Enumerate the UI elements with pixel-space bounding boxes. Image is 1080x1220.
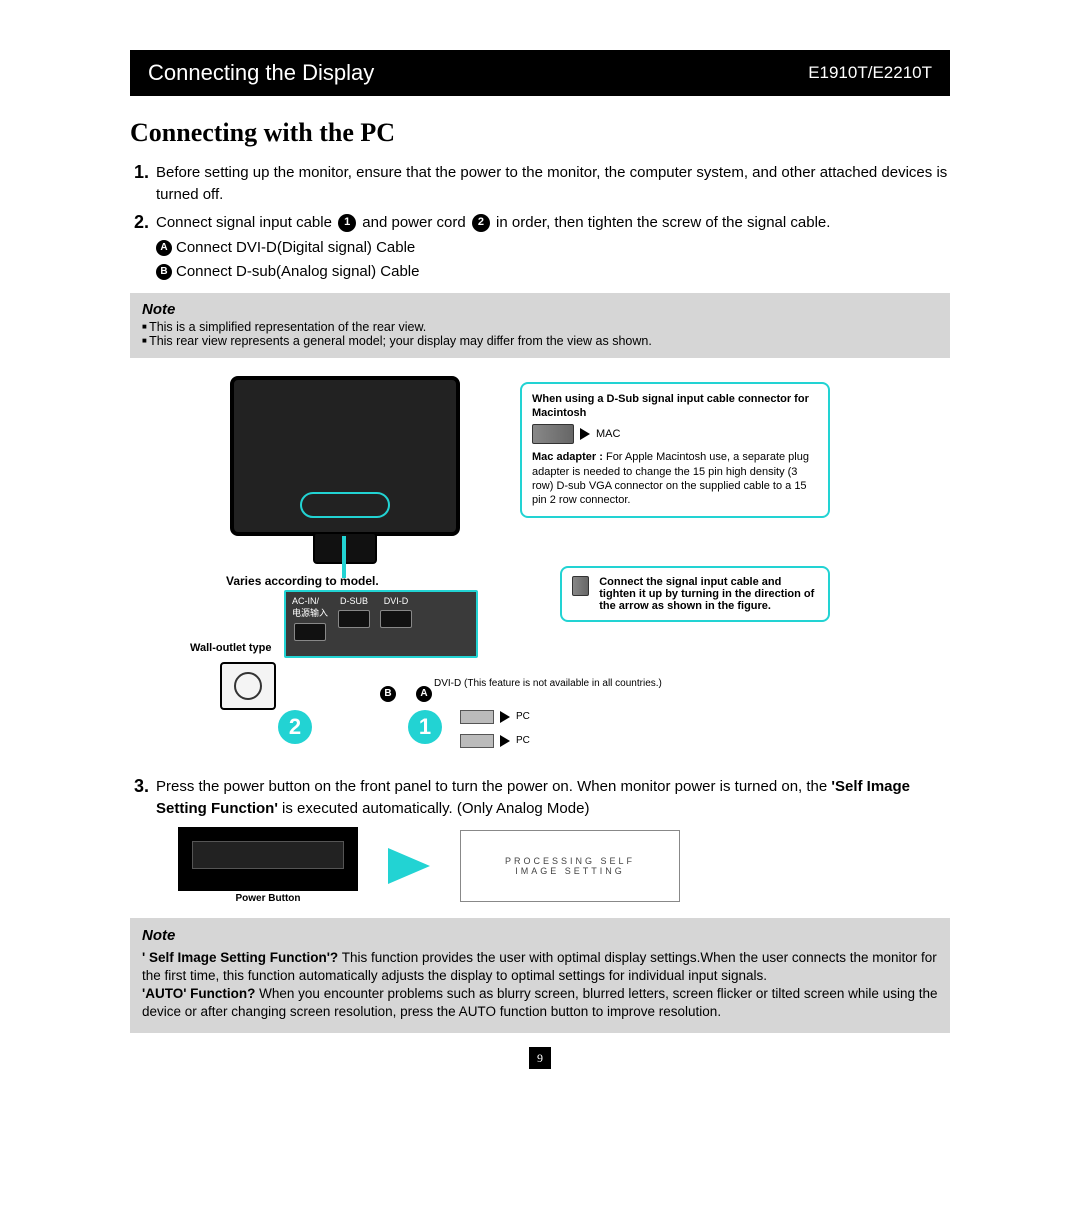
tighten-callout: Connect the signal input cable and tight… bbox=[560, 566, 830, 622]
dvid-label: DVI-D bbox=[384, 596, 409, 606]
step-body: Before setting up the monitor, ensure th… bbox=[156, 162, 950, 206]
note-item: This rear view represents a general mode… bbox=[142, 334, 938, 348]
processing-message-box: PROCESSING SELF IMAGE SETTING bbox=[460, 830, 680, 902]
text-bold: Mac adapter : bbox=[532, 451, 606, 463]
dvid-port-icon bbox=[380, 610, 412, 628]
connector-icon bbox=[572, 576, 589, 596]
mac-adapter-callout: When using a D-Sub signal input cable co… bbox=[520, 382, 830, 518]
step-3: 3. Press the power button on the front p… bbox=[134, 776, 950, 820]
pc-connector-row: PC bbox=[460, 734, 530, 748]
note2-q2-text: When you encounter problems such as blur… bbox=[142, 986, 937, 1019]
section-title: Connecting with the PC bbox=[130, 118, 950, 148]
step-list-continued: 3. Press the power button on the front p… bbox=[134, 776, 950, 820]
text: is executed automatically. (Only Analog … bbox=[278, 800, 590, 817]
text: Connect D-sub(Analog signal) Cable bbox=[176, 263, 419, 280]
step-list: 1. Before setting up the monitor, ensure… bbox=[134, 162, 950, 285]
page-number: 9 bbox=[529, 1047, 551, 1069]
power-button-label: Power Button bbox=[178, 893, 358, 904]
header-model: E1910T/E2210T bbox=[808, 63, 932, 83]
text: and power cord bbox=[362, 214, 465, 231]
connector-icon bbox=[460, 710, 494, 724]
note-title: Note bbox=[142, 926, 938, 946]
port-panel: AC-IN/电源输入 D-SUB DVI-D bbox=[284, 590, 478, 658]
acin-col: AC-IN/电源输入 bbox=[292, 596, 328, 652]
note-box-1: Note This is a simplified representation… bbox=[130, 293, 950, 358]
mac-label: MAC bbox=[596, 427, 620, 441]
badge-1-icon: 1 bbox=[338, 214, 356, 232]
pc-label: PC bbox=[516, 711, 530, 722]
step-number: 3. bbox=[134, 776, 156, 820]
cable-a: AConnect DVI-D(Digital signal) Cable bbox=[156, 237, 950, 259]
step-number: 1. bbox=[134, 162, 156, 206]
page-header: Connecting the Display E1910T/E2210T bbox=[130, 50, 950, 96]
dsub-port-icon bbox=[338, 610, 370, 628]
note-title: Note bbox=[142, 301, 938, 318]
note2-q2-bold: 'AUTO' Function? bbox=[142, 986, 255, 1001]
processing-line-2: IMAGE SETTING bbox=[515, 866, 625, 876]
text: Connect signal input cable bbox=[156, 214, 332, 231]
pc-label: PC bbox=[516, 735, 530, 746]
mac-callout-title: When using a D-Sub signal input cable co… bbox=[532, 392, 818, 421]
power-button-visual: Power Button PROCESSING SELF IMAGE SETTI… bbox=[178, 827, 950, 904]
arrow-right-icon bbox=[580, 428, 590, 440]
text: Press the power button on the front pane… bbox=[156, 778, 831, 795]
wall-outlet-icon bbox=[220, 662, 276, 710]
dvid-col: DVI-D bbox=[380, 596, 412, 652]
acin-label: AC-IN/电源输入 bbox=[292, 596, 328, 619]
note-list: This is a simplified representation of t… bbox=[142, 320, 938, 348]
arrow-right-icon bbox=[500, 711, 510, 723]
badge-2-large-icon: 2 bbox=[278, 710, 312, 744]
monitor-icon bbox=[230, 376, 460, 536]
dsub-label: D-SUB bbox=[340, 596, 368, 606]
badge-a-icon: A bbox=[156, 240, 172, 256]
connection-diagram: When using a D-Sub signal input cable co… bbox=[190, 376, 830, 766]
note2-q1-bold: ' Self Image Setting Function'? bbox=[142, 950, 338, 965]
pc-connector-row: PC bbox=[460, 710, 530, 724]
badge-a-icon: A bbox=[416, 686, 432, 702]
header-title: Connecting the Display bbox=[148, 60, 374, 86]
acin-port-icon bbox=[294, 623, 326, 641]
arrow-right-large-icon bbox=[388, 848, 430, 884]
connector-icon bbox=[532, 424, 574, 444]
mac-adapter-text: Mac adapter : For Apple Macintosh use, a… bbox=[532, 450, 818, 507]
port-highlight-icon bbox=[300, 492, 390, 518]
badge-b-icon: B bbox=[380, 686, 396, 702]
arrow-right-icon bbox=[500, 735, 510, 747]
power-button-icon bbox=[178, 827, 358, 891]
processing-line-1: PROCESSING SELF bbox=[505, 856, 635, 866]
dvid-availability-note: DVI-D (This feature is not available in … bbox=[434, 678, 662, 689]
badge-1-large-icon: 1 bbox=[408, 710, 442, 744]
text: in order, then tighten the screw of the … bbox=[496, 214, 830, 231]
badge-2-icon: 2 bbox=[472, 214, 490, 232]
step-1: 1. Before setting up the monitor, ensure… bbox=[134, 162, 950, 206]
step-body: Press the power button on the front pane… bbox=[156, 776, 950, 820]
mac-connector-row: MAC bbox=[532, 424, 818, 444]
wall-outlet-label: Wall-outlet type bbox=[190, 642, 271, 654]
step-body: Connect signal input cable 1 and power c… bbox=[156, 212, 950, 285]
callout-line-icon bbox=[342, 536, 346, 578]
step-number: 2. bbox=[134, 212, 156, 285]
text: Connect DVI-D(Digital signal) Cable bbox=[176, 239, 415, 256]
note-box-2: Note ' Self Image Setting Function'? Thi… bbox=[130, 918, 950, 1033]
note-item: This is a simplified representation of t… bbox=[142, 320, 938, 334]
varies-label: Varies according to model. bbox=[226, 574, 379, 588]
cable-sublist: AConnect DVI-D(Digital signal) Cable BCo… bbox=[156, 237, 950, 283]
tighten-text: Connect the signal input cable and tight… bbox=[599, 576, 818, 612]
power-button-figure: Power Button bbox=[178, 827, 358, 904]
badge-b-icon: B bbox=[156, 264, 172, 280]
step-2: 2. Connect signal input cable 1 and powe… bbox=[134, 212, 950, 285]
cable-b: BConnect D-sub(Analog signal) Cable bbox=[156, 261, 950, 283]
dsub-col: D-SUB bbox=[338, 596, 370, 652]
connector-icon bbox=[460, 734, 494, 748]
